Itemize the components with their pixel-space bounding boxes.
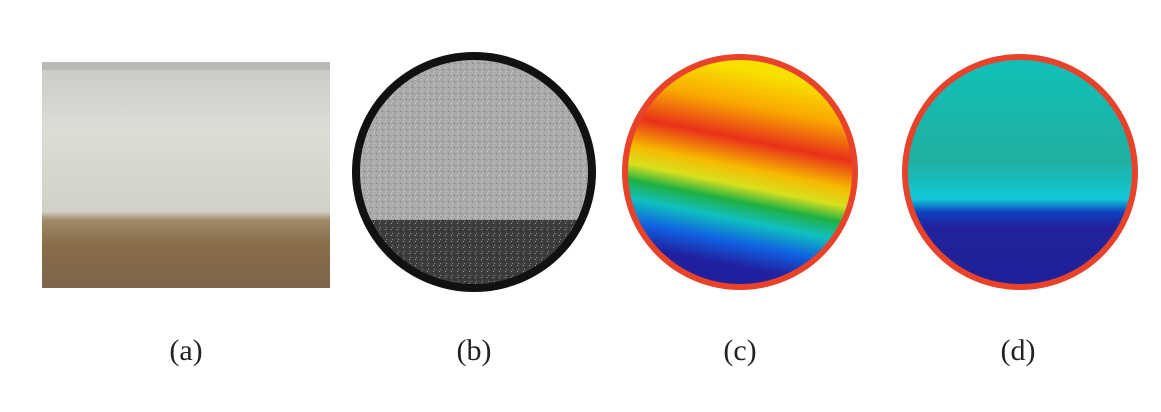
panel-label: (d) bbox=[1001, 334, 1036, 367]
figure: (a) (b) (c) (d) bbox=[0, 0, 1161, 412]
tomogram-d bbox=[908, 60, 1132, 284]
panel-label: (a) bbox=[169, 334, 202, 367]
photo-panel bbox=[42, 62, 330, 288]
panel-label: (c) bbox=[723, 334, 756, 367]
panel-label: (b) bbox=[457, 334, 492, 367]
tomogram-c bbox=[628, 60, 852, 284]
tube-edge bbox=[42, 62, 330, 70]
